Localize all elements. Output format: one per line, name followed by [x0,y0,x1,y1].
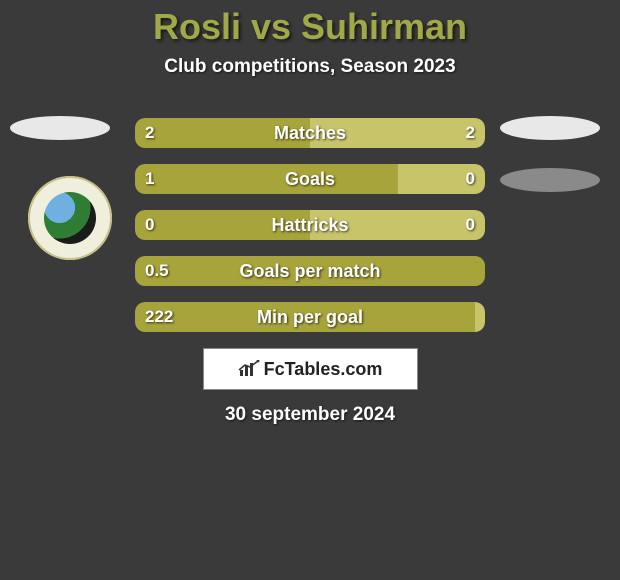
stat-label: Goals [135,164,485,194]
stat-row: 0.5Goals per match [135,256,485,286]
stat-value-right: 0 [466,210,475,240]
stat-row: 1Goals0 [135,164,485,194]
stat-value-right: 0 [466,164,475,194]
stat-row: 0Hattricks0 [135,210,485,240]
page-subtitle: Club competitions, Season 2023 [0,56,620,78]
page-title: Rosli vs Suhirman [0,0,620,48]
right-team-placeholder-2 [500,168,600,192]
stat-label: Hattricks [135,210,485,240]
stat-label: Goals per match [135,256,485,286]
right-team-placeholder [500,116,600,140]
stats-container: 2Matches21Goals00Hattricks00.5Goals per … [135,118,485,332]
stat-label: Min per goal [135,302,485,332]
brand-badge: FcTables.com [203,348,418,390]
stat-row: 222Min per goal [135,302,485,332]
chart-icon [238,360,260,378]
left-team-placeholder [10,116,110,140]
team-crest-icon [28,176,112,260]
brand-text: FcTables.com [264,359,383,380]
stat-label: Matches [135,118,485,148]
date-text: 30 september 2024 [0,404,620,426]
content-area: 2Matches21Goals00Hattricks00.5Goals per … [0,118,620,426]
stat-value-right: 2 [466,118,475,148]
stat-row: 2Matches2 [135,118,485,148]
